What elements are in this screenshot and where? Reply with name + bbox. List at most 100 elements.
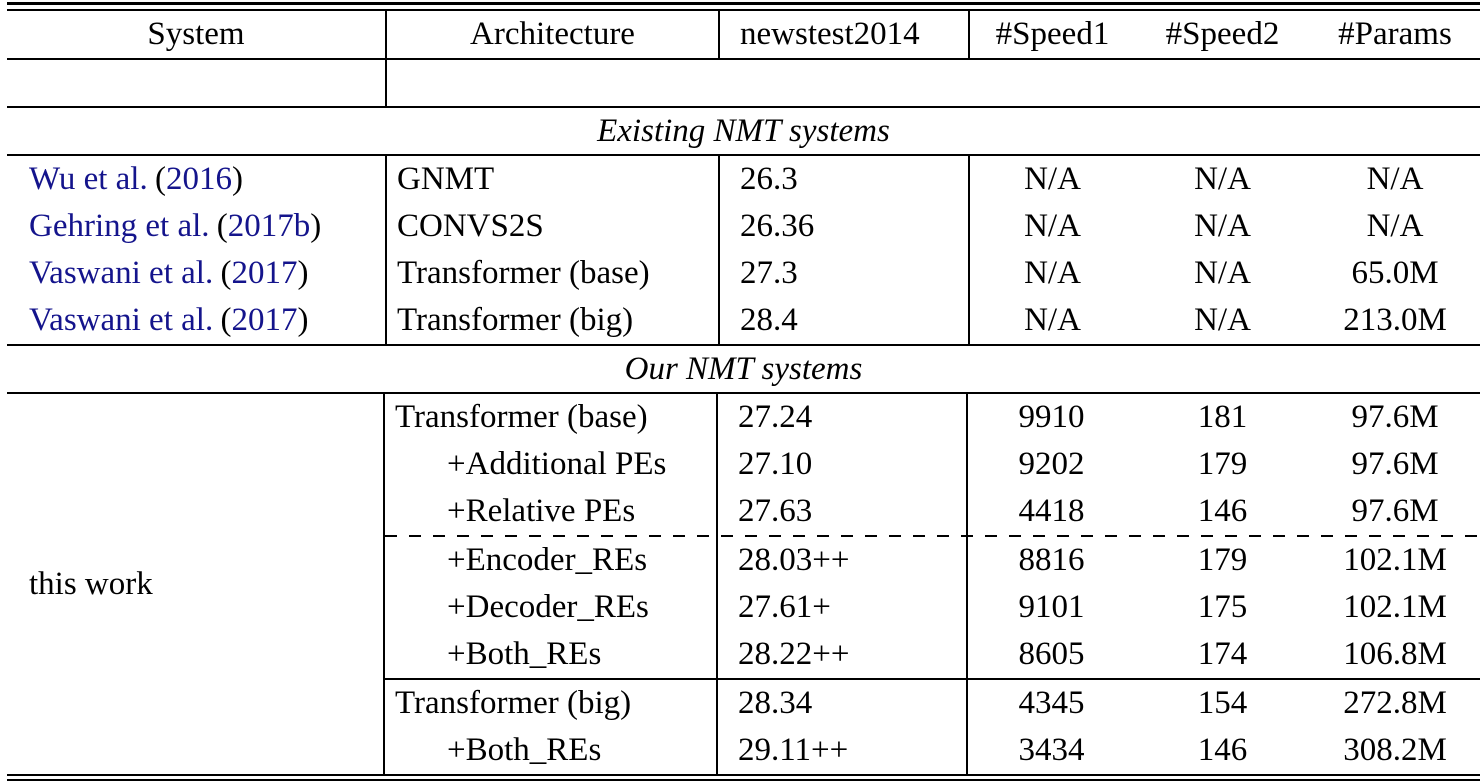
cell-params: 272.8M bbox=[1343, 685, 1447, 721]
cell-architecture: +Relative PEs bbox=[447, 493, 636, 529]
table-bottom-rule bbox=[7, 779, 1480, 781]
cell-speed2: 181 bbox=[1197, 399, 1248, 435]
cell-speed1: N/A bbox=[968, 250, 1135, 297]
dashed-divider bbox=[385, 535, 1480, 537]
cell-architecture: Transformer (base) bbox=[395, 399, 648, 435]
cell-params: 102.1M bbox=[1343, 589, 1447, 625]
table-row: +Decoder_REs 27.61+ 9101 175 102.1M bbox=[385, 584, 1480, 631]
header-architecture: Architecture bbox=[385, 11, 718, 58]
section-title-existing: Existing NMT systems bbox=[597, 112, 890, 149]
cell-speed1: 3434 bbox=[1018, 732, 1085, 768]
cell-speed1: 4345 bbox=[1018, 685, 1085, 721]
header-params: #Params bbox=[1338, 16, 1452, 52]
empty-cell bbox=[968, 60, 1135, 106]
table-top-rule bbox=[7, 2, 1480, 5]
cell-system: Gehring et al. (2017b) bbox=[7, 203, 385, 250]
citation-link-gehring-2017b[interactable]: Gehring et al. (2017b) bbox=[29, 208, 322, 244]
cell-speed2: N/A bbox=[1194, 302, 1251, 338]
cell-params: 97.6M bbox=[1351, 399, 1439, 435]
cell-speed1: N/A bbox=[968, 203, 1135, 250]
cell-system: Wu et al. (2016) bbox=[7, 156, 385, 203]
citation-link-vaswani-2017[interactable]: Vaswani et al. (2017) bbox=[29, 255, 309, 291]
cell-system: Vaswani et al. (2017) bbox=[7, 297, 385, 344]
table-row: Vaswani et al. (2017) Transformer (big) 2… bbox=[7, 297, 1480, 344]
cell-speed2: 154 bbox=[1197, 685, 1248, 721]
cell-speed2: 146 bbox=[1197, 493, 1248, 529]
table-row: Transformer (big) 28.34 4345 154 272.8M bbox=[385, 680, 1480, 727]
empty-cell bbox=[1135, 60, 1310, 106]
cell-architecture: Transformer (base) bbox=[385, 250, 718, 297]
cell-speed1: 9101 bbox=[1018, 589, 1085, 625]
empty-cell bbox=[385, 60, 718, 106]
cell-params: 102.1M bbox=[1343, 542, 1447, 578]
cell-speed1: 4418 bbox=[1018, 493, 1085, 529]
cell-params: 97.6M bbox=[1351, 493, 1439, 529]
cell-params: 308.2M bbox=[1343, 732, 1447, 768]
empty-cell bbox=[718, 60, 968, 106]
cell-architecture: +Both_REs bbox=[447, 732, 602, 768]
cell-speed2: 175 bbox=[1197, 589, 1248, 625]
cell-newstest2014: 27.61+ bbox=[738, 589, 831, 625]
table-row: +Both_REs 28.22++ 8605 174 106.8M bbox=[385, 631, 1480, 678]
cell-speed1: 8605 bbox=[1018, 636, 1085, 672]
table-bottom-rule-inner bbox=[7, 774, 1480, 776]
cell-params: 106.8M bbox=[1343, 636, 1447, 672]
cell-speed1: 9910 bbox=[1018, 399, 1085, 435]
cell-params: N/A bbox=[1366, 208, 1424, 244]
this-work-section: this work Transformer (base) 27.24 9910 … bbox=[7, 394, 1480, 774]
cell-architecture: Transformer (big) bbox=[385, 297, 718, 344]
cell-newstest2014: 28.4 bbox=[718, 297, 968, 344]
header-speed2: #Speed2 bbox=[1165, 16, 1280, 52]
cell-params: 213.0M bbox=[1343, 302, 1447, 338]
section-divider bbox=[385, 678, 1480, 680]
table-row: Vaswani et al. (2017) Transformer (base) … bbox=[7, 250, 1480, 297]
cell-newstest2014: 28.22++ bbox=[738, 636, 850, 672]
cell-speed2: N/A bbox=[1194, 161, 1251, 197]
cell-newstest2014: 27.3 bbox=[718, 250, 968, 297]
cell-newstest2014: 28.03++ bbox=[738, 542, 850, 578]
cell-architecture: +Additional PEs bbox=[447, 446, 667, 482]
cell-system: Vaswani et al. (2017) bbox=[7, 250, 385, 297]
column-separator bbox=[716, 394, 718, 774]
cell-architecture: +Both_REs bbox=[447, 636, 602, 672]
cell-speed2: 146 bbox=[1197, 732, 1248, 768]
header-bottom-rule bbox=[7, 58, 1480, 60]
cell-newstest2014: 26.36 bbox=[718, 203, 968, 250]
citation-link-vaswani-2017[interactable]: Vaswani et al. (2017) bbox=[29, 302, 309, 338]
cell-architecture: +Decoder_REs bbox=[447, 589, 649, 625]
cell-architecture: GNMT bbox=[385, 156, 718, 203]
citation-link-wu-2016[interactable]: Wu et al. (2016) bbox=[29, 161, 243, 197]
column-separator bbox=[966, 394, 968, 774]
table-row: Transformer (base) 27.24 9910 181 97.6M bbox=[385, 394, 1480, 441]
cell-newstest2014: 28.34 bbox=[738, 685, 813, 721]
cell-speed2: 179 bbox=[1197, 446, 1248, 482]
cell-newstest2014: 26.3 bbox=[718, 156, 968, 203]
table-row: Wu et al. (2016) GNMT 26.3 N/A N/A N/A bbox=[7, 156, 1480, 203]
cell-params: 97.6M bbox=[1351, 446, 1439, 482]
cell-speed2: 179 bbox=[1197, 542, 1248, 578]
table-row: Gehring et al. (2017b) CONVS2S 26.36 N/A … bbox=[7, 203, 1480, 250]
cell-speed2: 174 bbox=[1197, 636, 1248, 672]
cell-speed1: N/A bbox=[968, 156, 1135, 203]
cell-newstest2014: 29.11++ bbox=[738, 732, 849, 768]
header-speed1: #Speed1 bbox=[968, 11, 1135, 58]
cell-speed1: 9202 bbox=[1018, 446, 1085, 482]
cell-params: 65.0M bbox=[1351, 255, 1439, 291]
cell-architecture: +Encoder_REs bbox=[447, 542, 648, 578]
cell-params: N/A bbox=[1366, 161, 1424, 197]
cell-newstest2014: 27.24 bbox=[738, 399, 813, 435]
cell-architecture: Transformer (big) bbox=[395, 685, 632, 721]
header-system: System bbox=[147, 16, 245, 52]
empty-cell bbox=[7, 60, 385, 106]
cell-newstest2014: 27.63 bbox=[738, 493, 813, 529]
header-newstest2014: newstest2014 bbox=[718, 11, 968, 58]
empty-cell bbox=[1310, 60, 1480, 106]
section-title-ours: Our NMT systems bbox=[624, 350, 863, 387]
cell-architecture: CONVS2S bbox=[385, 203, 718, 250]
cell-speed1: N/A bbox=[968, 297, 1135, 344]
cell-speed2: N/A bbox=[1194, 255, 1251, 291]
table-row: +Both_REs 29.11++ 3434 146 308.2M bbox=[385, 727, 1480, 774]
cell-newstest2014: 27.10 bbox=[738, 446, 813, 482]
table-row: +Additional PEs 27.10 9202 179 97.6M bbox=[385, 441, 1480, 488]
results-table: System Architecture newstest2014 #Speed1… bbox=[7, 2, 1480, 781]
